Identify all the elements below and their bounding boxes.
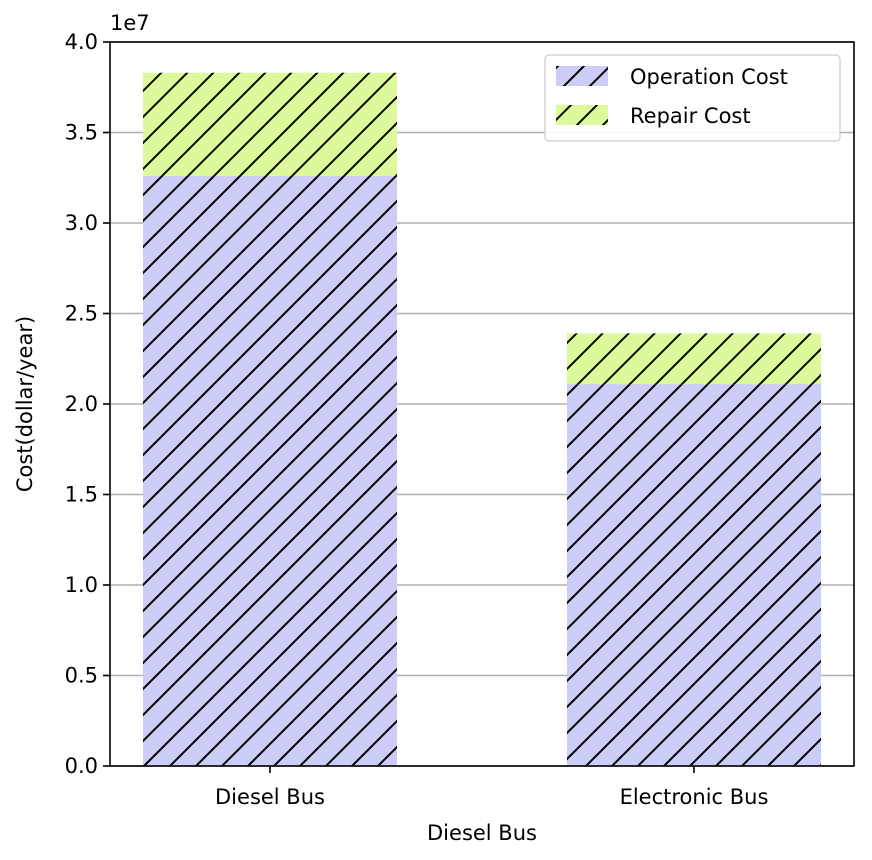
y-axis-label: Cost(dollar/year)	[13, 316, 37, 492]
y-tick-label: 0.0	[65, 754, 98, 778]
legend: Operation Cost Repair Cost	[544, 54, 841, 142]
bars	[143, 72, 821, 766]
bar-hatch	[567, 384, 821, 766]
y-tick-label: 1.5	[65, 483, 98, 507]
legend-frame	[544, 54, 841, 142]
axis-ticks: 0.0 0.5 1.0 1.5 2.0 2.5 3.0 3.5 4.0 Diesel Bus Ele…	[65, 30, 769, 809]
legend-swatch-hatch	[556, 105, 608, 125]
bar-hatch	[143, 72, 397, 176]
y-tick-label: 3.0	[65, 211, 98, 235]
legend-label: Operation Cost	[630, 65, 788, 89]
y-tick-label: 4.0	[65, 30, 98, 54]
legend-label: Repair Cost	[630, 104, 751, 128]
x-tick-label: Diesel Bus	[215, 785, 325, 809]
bar-hatch	[567, 333, 821, 385]
y-tick-label: 3.5	[65, 121, 98, 145]
y-tick-label: 2.0	[65, 392, 98, 416]
y-tick-label: 0.5	[65, 664, 98, 688]
bar-hatch	[143, 175, 397, 766]
y-tick-label: 2.5	[65, 302, 98, 326]
y-tick-label: 1.0	[65, 573, 98, 597]
x-axis-label: Diesel Bus	[427, 821, 537, 845]
x-tick-label: Electronic Bus	[620, 785, 769, 809]
y-offset-label: 1e7	[110, 11, 150, 35]
legend-swatch-hatch	[556, 66, 608, 86]
